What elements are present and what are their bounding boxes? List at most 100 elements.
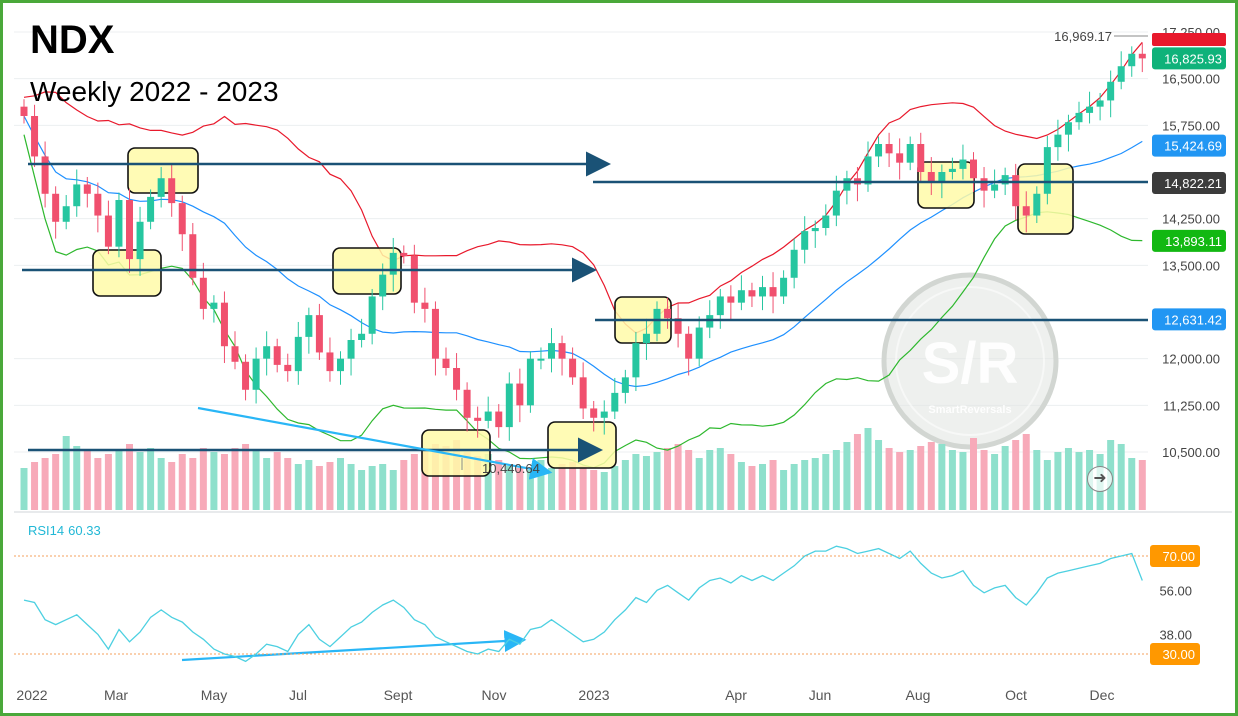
volume-bar <box>980 450 988 510</box>
candle-body <box>832 190 840 216</box>
x-tick-label: Apr <box>725 687 747 703</box>
rsi-name: RSI14 <box>28 523 65 538</box>
candle-body <box>1086 106 1094 113</box>
volume-bar <box>896 452 904 510</box>
candle-body <box>906 144 914 163</box>
volume-bar <box>1075 452 1083 510</box>
x-tick-label: Sept <box>384 687 413 703</box>
candle-body <box>442 358 450 368</box>
candle-body <box>389 252 397 275</box>
candle-body <box>484 411 492 421</box>
candle-body <box>1001 175 1009 185</box>
candle-body <box>379 274 387 297</box>
volume-bar <box>642 456 650 510</box>
candle-body <box>147 196 155 222</box>
candle-body <box>400 252 408 256</box>
x-tick-label: 2023 <box>578 687 609 703</box>
x-tick-label: Mar <box>104 687 128 703</box>
candle-body <box>548 343 555 359</box>
candle-body <box>737 290 745 303</box>
candle-body <box>157 178 165 197</box>
rsi-level-label: 70.00 <box>1162 549 1195 564</box>
candle-body <box>337 358 344 372</box>
candle-body <box>801 231 809 250</box>
volume-bar <box>431 444 439 510</box>
x-tick-label: Jun <box>809 687 832 703</box>
price-tag <box>1152 308 1226 331</box>
volume-bar <box>505 466 513 510</box>
candle-body <box>991 184 999 191</box>
volume-bar <box>410 454 418 510</box>
candle-body <box>126 200 133 260</box>
volume-bar <box>1138 460 1146 510</box>
volume-bar <box>706 450 714 510</box>
candle-body <box>516 383 524 406</box>
candle-body <box>875 144 883 157</box>
candle-body <box>843 178 851 191</box>
rsi-value: 60.33 <box>68 523 101 538</box>
volume-bar <box>569 462 577 510</box>
high-annotation: 16,969.17 <box>1054 29 1112 44</box>
candle-body <box>474 417 482 421</box>
candle-body <box>611 392 619 412</box>
candle-body <box>463 389 471 418</box>
volume-bar <box>474 456 482 510</box>
price-tag-label: 15,424.69 <box>1164 139 1222 154</box>
candle-body <box>1022 206 1030 216</box>
rsi-level-label: 30.00 <box>1162 647 1195 662</box>
volume-bar <box>1117 444 1125 510</box>
volume-bar <box>1128 458 1136 510</box>
volume-bar <box>337 458 344 510</box>
volume-bar <box>832 450 840 510</box>
price-tag <box>1152 172 1226 195</box>
candle-body <box>569 358 577 378</box>
volume-bar <box>548 468 555 510</box>
candle-body <box>315 315 323 353</box>
candle-body <box>326 352 334 372</box>
volume-bar <box>347 464 355 510</box>
candle-body <box>31 116 39 157</box>
x-tick-label: Nov <box>482 687 507 703</box>
candle-body <box>1096 100 1104 107</box>
volume-bar <box>1043 460 1051 510</box>
candle-body <box>537 358 545 361</box>
candle-body <box>305 315 313 337</box>
chart-subtitle: Weekly 2022 - 2023 <box>30 76 279 107</box>
candle-body <box>263 346 271 359</box>
y-tick-label: 13,500.00 <box>1162 258 1220 273</box>
candle-body <box>421 302 429 309</box>
volume-bar <box>136 452 144 510</box>
level-lines: 16,969.17 10,440.64 <box>22 29 1148 662</box>
candlesticks <box>20 42 1146 441</box>
candle-body <box>959 159 967 169</box>
scroll-right-arrow-icon[interactable]: ➜ <box>1087 466 1113 492</box>
candle-body <box>83 184 91 194</box>
volume-bar <box>600 472 608 510</box>
price-tag-label: 13,893.11 <box>1165 234 1222 249</box>
volume-bar <box>73 446 81 510</box>
candle-body <box>431 308 439 359</box>
volume-bar <box>31 462 39 510</box>
candle-body <box>199 277 207 309</box>
candle-body <box>20 106 28 116</box>
volume-bar <box>199 448 207 510</box>
candle-body <box>664 308 672 319</box>
volume-bar <box>94 458 102 510</box>
volume-bar <box>62 436 70 510</box>
volume-bar <box>252 450 260 510</box>
volume-bar <box>20 468 28 510</box>
bollinger-upper-line <box>23 41 1143 334</box>
y-tick-label: 12,000.00 <box>1162 352 1220 367</box>
candle-body <box>896 153 904 163</box>
candle-body <box>294 336 302 372</box>
price-divergence-line <box>197 406 553 480</box>
candle-body <box>347 340 355 359</box>
volume-bar <box>590 470 598 510</box>
volume-bar <box>801 460 809 510</box>
price-tag-label: 16,825.93 <box>1164 51 1222 66</box>
candle-body <box>1107 81 1115 101</box>
volume-bar <box>126 444 133 510</box>
volume-bar <box>632 454 640 510</box>
